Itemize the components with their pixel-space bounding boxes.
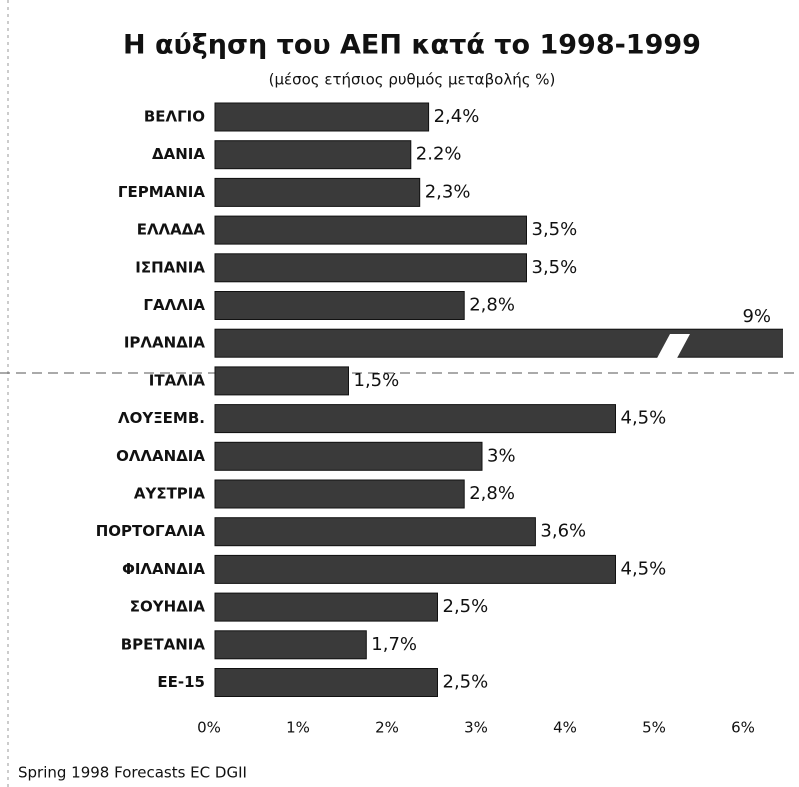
y-tick-label: ΠΟΡΤΟΓΑΛΙΑ bbox=[96, 522, 206, 540]
axis-break bbox=[656, 334, 690, 360]
y-tick-label: ΟΛΛΑΝΔΙΑ bbox=[116, 447, 205, 465]
bar bbox=[214, 517, 536, 547]
y-tick-label: ΕΛΛΑΔΑ bbox=[137, 221, 206, 239]
value-label: 2.2% bbox=[416, 144, 462, 165]
value-label: 2,8% bbox=[469, 295, 515, 316]
x-tick-label: 1% bbox=[286, 719, 310, 737]
y-tick-label: ΛΟΥΞΕΜΒ. bbox=[118, 409, 205, 427]
bar bbox=[214, 630, 367, 660]
value-label: 3% bbox=[487, 445, 516, 466]
bar bbox=[214, 177, 421, 207]
bar bbox=[214, 291, 465, 320]
x-tick-label: 4% bbox=[553, 719, 577, 737]
y-tick-label: ΒΡΕΤΑΝΙΑ bbox=[121, 635, 206, 653]
bar bbox=[214, 668, 438, 697]
value-label: 4,5% bbox=[621, 408, 667, 429]
bar bbox=[214, 554, 616, 584]
y-tick-label: ΓΑΛΛΙΑ bbox=[143, 296, 205, 314]
y-tick-label: ΦΙΛΑΝΔΙΑ bbox=[122, 560, 205, 578]
bar bbox=[214, 102, 430, 132]
y-tick-label: ΕΕ-15 bbox=[157, 673, 205, 691]
value-label: 3,5% bbox=[532, 257, 578, 278]
x-tick-label: 3% bbox=[464, 719, 488, 737]
bar bbox=[214, 479, 465, 509]
value-label: 2,5% bbox=[443, 672, 489, 693]
value-label: 3,6% bbox=[540, 521, 586, 542]
bar bbox=[214, 140, 412, 170]
y-tick-label: ΒΕΛΓΙΟ bbox=[144, 108, 205, 126]
y-tick-label: ΙΡΛΑΝΔΙΑ bbox=[124, 334, 206, 352]
bar bbox=[214, 253, 527, 283]
value-label: 2,3% bbox=[425, 181, 471, 202]
x-tick-label: 0% bbox=[197, 719, 221, 737]
bar bbox=[214, 215, 527, 245]
value-label: 1,5% bbox=[354, 370, 400, 391]
bar bbox=[214, 441, 483, 471]
bar bbox=[214, 366, 349, 396]
source: Spring 1998 Forecasts EC DGII bbox=[18, 764, 247, 782]
value-label: 9% bbox=[742, 306, 771, 327]
x-tick-label: 2% bbox=[375, 719, 399, 737]
x-tick-label: 5% bbox=[642, 719, 666, 737]
x-tick-label: 6% bbox=[731, 719, 755, 737]
bar bbox=[214, 404, 616, 434]
y-tick-label: ΑΥΣΤΡΙΑ bbox=[134, 485, 206, 503]
value-label: 4,5% bbox=[621, 558, 667, 579]
value-label: 3,5% bbox=[532, 219, 578, 240]
value-label: 2,8% bbox=[469, 483, 515, 504]
value-label: 2,5% bbox=[443, 596, 489, 617]
y-tick-label: ΙΣΠΑΝΙΑ bbox=[135, 258, 205, 276]
chart-subtitle: (μέσος ετήσιος ρυθμός μεταβολής %) bbox=[269, 71, 556, 89]
y-tick-label: ΙΤΑΛΙΑ bbox=[149, 371, 206, 389]
bar bbox=[214, 592, 438, 622]
chart-title: Η αύξηση του ΑΕΠ κατά το 1998-1999 bbox=[123, 30, 701, 61]
bars bbox=[214, 102, 783, 697]
value-label: 2,4% bbox=[434, 106, 480, 127]
bar bbox=[214, 328, 783, 358]
y-tick-label: ΣΟΥΗΔΙΑ bbox=[130, 598, 206, 616]
y-tick-label: ΔΑΝΙΑ bbox=[152, 145, 205, 163]
value-label: 1,7% bbox=[371, 634, 417, 655]
y-tick-label: ΓΕΡΜΑΝΙΑ bbox=[118, 183, 205, 201]
